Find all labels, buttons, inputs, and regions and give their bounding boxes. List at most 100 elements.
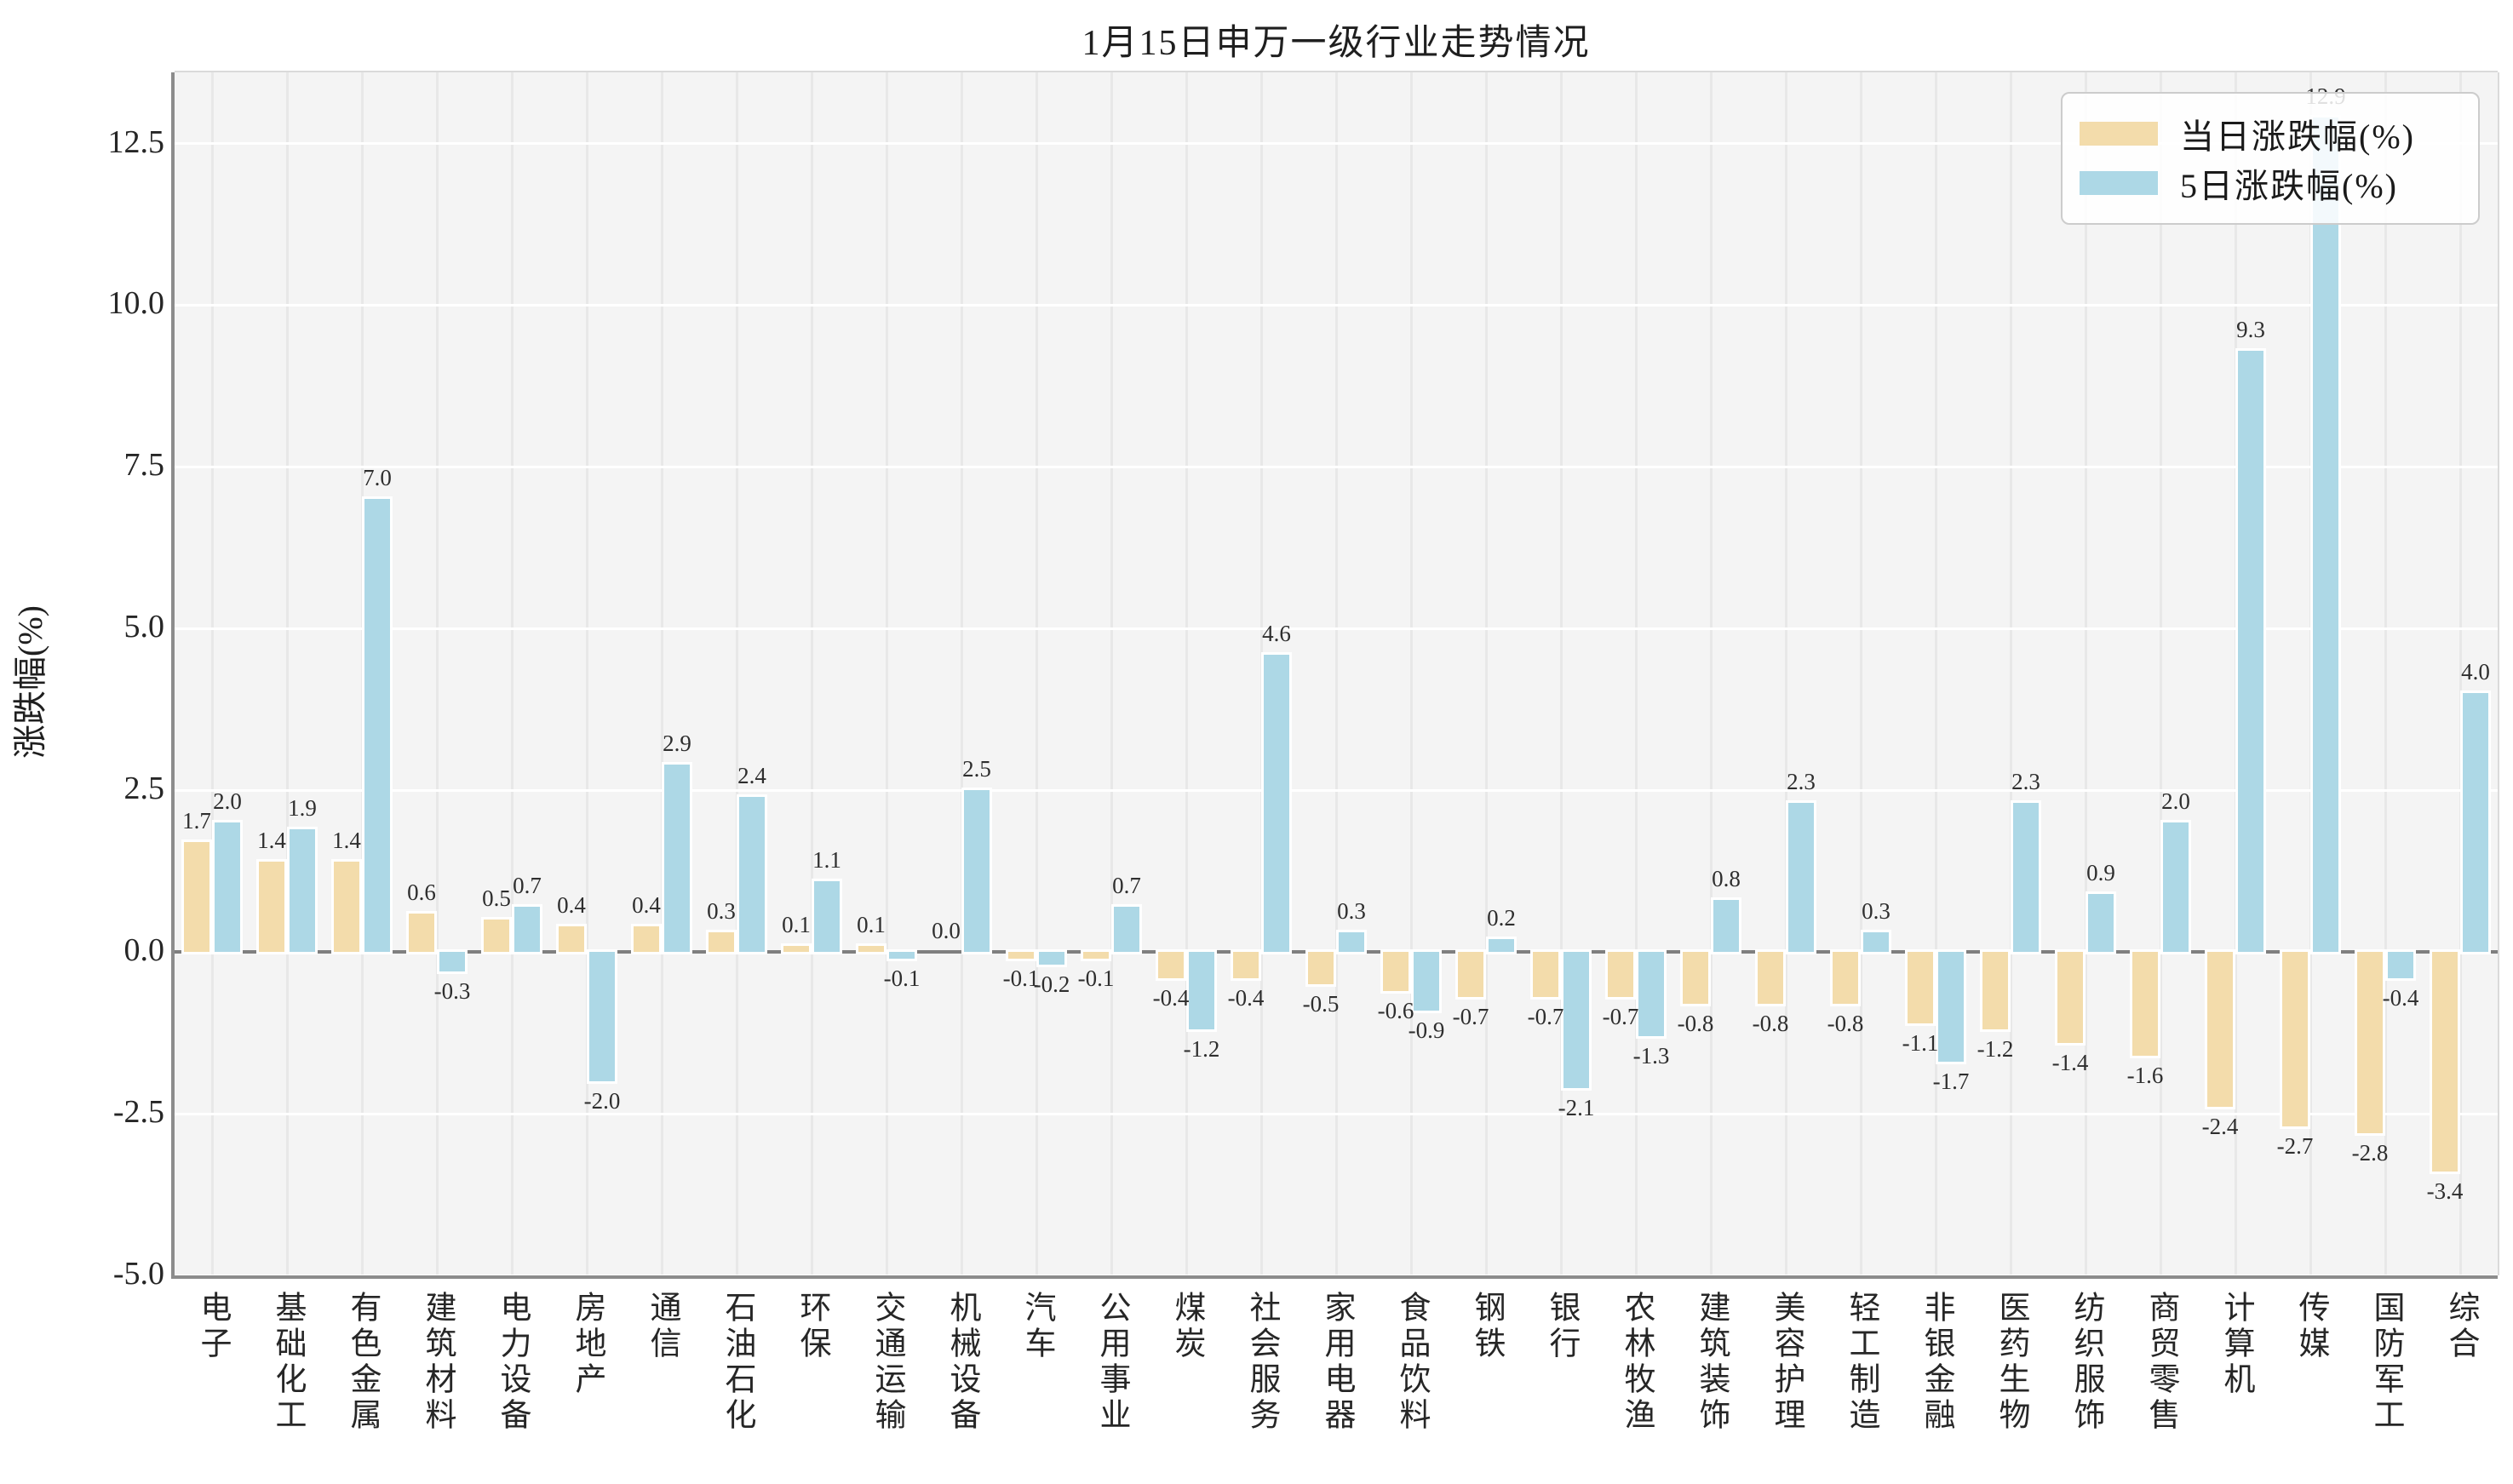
bar-5day-环保: [812, 878, 842, 955]
y-tick-label: 10.0: [107, 285, 165, 322]
value-label: -0.8: [1677, 1010, 1714, 1036]
value-label: -1.4: [2051, 1049, 2089, 1075]
x-tick-label-家用电器: 家用电器: [1319, 1291, 1354, 1434]
value-label: -0.4: [1152, 984, 1190, 1011]
value-label: 0.3: [707, 898, 736, 925]
y-tick-label: 2.5: [123, 771, 165, 807]
bar-daily-非银金融: [1905, 949, 1936, 1026]
value-label: 2.4: [737, 762, 766, 788]
gridline-horizontal: [175, 465, 2498, 468]
gridline-vertical: [960, 72, 963, 1275]
value-label: 0.8: [1712, 866, 1741, 892]
value-label: -2.8: [2351, 1139, 2389, 1166]
gridline-vertical: [210, 72, 214, 1275]
value-label: -0.2: [1033, 971, 1070, 998]
legend-swatch-5day: [2080, 171, 2158, 195]
x-tick-label-轻工制造: 轻工制造: [1844, 1291, 1879, 1434]
y-tick-label: 0.0: [123, 932, 165, 969]
gridline-vertical: [1035, 72, 1038, 1275]
value-label: 2.5: [962, 756, 991, 782]
x-tick-label-传媒: 传媒: [2293, 1291, 2328, 1362]
value-label: 0.2: [1487, 904, 1516, 931]
value-label: 0.0: [932, 918, 961, 944]
bar-5day-电子: [212, 820, 243, 955]
value-label: 1.4: [332, 827, 361, 853]
value-label: -0.6: [1377, 997, 1414, 1023]
bar-daily-建筑材料: [406, 910, 437, 955]
bar-5day-通信: [662, 761, 692, 955]
bar-5day-美容护理: [1786, 800, 1816, 955]
x-tick-label-房地产: 房地产: [570, 1291, 605, 1398]
bar-5day-商贸零售: [2160, 820, 2191, 955]
bar-daily-建筑装饰: [1680, 949, 1711, 1006]
gridline-vertical: [810, 72, 813, 1275]
bar-daily-美容护理: [1755, 949, 1786, 1006]
bar-5day-交通运输: [886, 949, 917, 961]
bar-daily-通信: [631, 923, 662, 955]
bar-5day-有色金属: [362, 496, 393, 955]
value-label: 1.7: [182, 808, 211, 834]
y-tick-label: -2.5: [112, 1094, 164, 1131]
x-tick-label-机械设备: 机械设备: [944, 1291, 979, 1434]
bar-5day-计算机: [2235, 347, 2266, 955]
value-label: -1.6: [2126, 1062, 2164, 1088]
x-tick-label-银行: 银行: [1544, 1291, 1579, 1362]
legend-label-5day: 5日涨跌幅(%): [2180, 167, 2398, 205]
gridline-vertical: [1559, 72, 1563, 1275]
value-label: -3.4: [2426, 1178, 2464, 1205]
bar-daily-传媒: [2280, 949, 2310, 1130]
bar-5day-银行: [1561, 949, 1592, 1091]
value-label: -1.1: [1902, 1029, 1939, 1056]
value-label: 0.4: [632, 891, 661, 918]
x-tick-label-煤炭: 煤炭: [1169, 1291, 1204, 1362]
axis-spine-left: [171, 72, 175, 1279]
value-label: -2.1: [1558, 1094, 1595, 1120]
value-label: -1.3: [1632, 1042, 1670, 1069]
gridline-vertical: [2384, 72, 2387, 1275]
x-tick-label-国防军工: 国防军工: [2368, 1291, 2403, 1434]
gridline-vertical: [1934, 72, 1937, 1275]
value-label: 9.3: [2236, 316, 2265, 342]
bar-5day-传媒: [2310, 115, 2341, 955]
legend-entry-daily: 当日涨跌幅(%): [2080, 109, 2458, 158]
value-label: -0.4: [2382, 984, 2419, 1011]
value-label: -2.0: [583, 1088, 621, 1114]
bar-5day-农林牧渔: [1636, 949, 1667, 1039]
gridline-vertical: [2159, 72, 2162, 1275]
gridline-vertical: [1185, 72, 1188, 1275]
bar-5day-房地产: [587, 949, 617, 1085]
x-tick-label-计算机: 计算机: [2218, 1291, 2253, 1398]
value-label: 0.9: [2086, 859, 2115, 885]
x-tick-label-农林牧渔: 农林牧渔: [1619, 1291, 1654, 1434]
x-tick-label-纺织服饰: 纺织服饰: [2068, 1291, 2103, 1434]
gridline-vertical: [510, 72, 514, 1275]
x-tick-label-综合: 综合: [2443, 1291, 2478, 1362]
bar-daily-钢铁: [1455, 949, 1486, 1000]
bar-daily-计算机: [2205, 949, 2235, 1110]
value-label: 2.0: [2161, 788, 2190, 815]
gridline-horizontal: [175, 303, 2498, 307]
value-label: -1.2: [1183, 1036, 1220, 1063]
gridline-vertical: [885, 72, 888, 1275]
value-label: 1.4: [257, 827, 286, 853]
value-label: 2.9: [663, 730, 691, 756]
bar-daily-纺织服饰: [2055, 949, 2086, 1046]
bar-daily-石油石化: [706, 930, 737, 955]
x-tick-label-建筑材料: 建筑材料: [420, 1291, 455, 1434]
value-label: 2.3: [2011, 769, 2040, 795]
bar-5day-建筑材料: [437, 949, 468, 974]
bar-daily-家用电器: [1305, 949, 1336, 988]
value-label: -0.1: [1077, 965, 1115, 991]
value-label: -0.9: [1408, 1017, 1445, 1043]
bar-5day-机械设备: [961, 788, 992, 955]
value-label: 0.3: [1862, 898, 1890, 925]
bar-5day-基础化工: [287, 826, 318, 955]
y-tick-label: 12.5: [107, 123, 165, 160]
legend-label-daily: 当日涨跌幅(%): [2180, 117, 2415, 156]
bar-daily-有色金属: [331, 858, 362, 955]
bar-daily-轻工制造: [1830, 949, 1861, 1006]
bar-5day-非银金融: [1936, 949, 1966, 1065]
x-tick-label-商贸零售: 商贸零售: [2143, 1291, 2178, 1434]
value-label: 4.0: [2461, 659, 2490, 685]
value-label: 0.5: [482, 885, 511, 912]
